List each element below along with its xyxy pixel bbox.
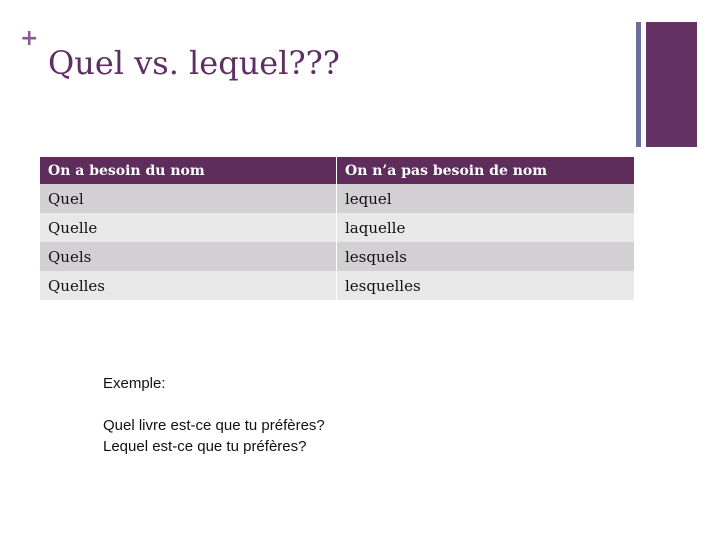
table-cell: Quelle [40, 213, 337, 242]
header-cell: On a besoin du nom [40, 157, 337, 184]
table-cell: lequel [337, 184, 634, 213]
table-cell: Quelles [40, 271, 337, 300]
table-cell: lesquels [337, 242, 634, 271]
table-header: On a besoin du nom On n’a pas besoin de n… [40, 157, 634, 184]
example-line: Quel livre est-ce que tu préfères? [103, 417, 325, 434]
table-cell: lesquelles [337, 271, 634, 300]
slide-marker: + [20, 26, 39, 51]
example-line: Lequel est-ce que tu préfères? [103, 438, 307, 455]
example: Exemple: Quel livre est-ce que tu préfèr… [103, 373, 325, 457]
accent-bar [646, 22, 697, 147]
table-row: Quelle laquelle [40, 213, 634, 242]
header-cell: On n’a pas besoin de nom [337, 157, 634, 184]
table-cell: Quel [40, 184, 337, 213]
table-row: Quels lesquels [40, 242, 634, 271]
table-row: Quel lequel [40, 184, 634, 213]
table-cell: laquelle [337, 213, 634, 242]
table-row: Quelles lesquelles [40, 271, 634, 300]
table-cell: Quels [40, 242, 337, 271]
example-label: Exemple: [103, 375, 166, 392]
slide-title: Quel vs. lequel??? [48, 44, 340, 82]
table: On a besoin du nom On n’a pas besoin de n… [40, 157, 634, 300]
accent-bar [636, 22, 641, 147]
